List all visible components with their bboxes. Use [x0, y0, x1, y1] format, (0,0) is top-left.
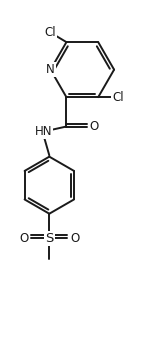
- Text: Cl: Cl: [44, 26, 56, 39]
- Text: S: S: [45, 232, 53, 245]
- Text: O: O: [89, 120, 99, 133]
- Text: O: O: [19, 232, 29, 245]
- Text: Cl: Cl: [112, 91, 124, 104]
- Text: O: O: [70, 232, 79, 245]
- Text: HN: HN: [35, 125, 52, 138]
- Text: N: N: [46, 63, 55, 76]
